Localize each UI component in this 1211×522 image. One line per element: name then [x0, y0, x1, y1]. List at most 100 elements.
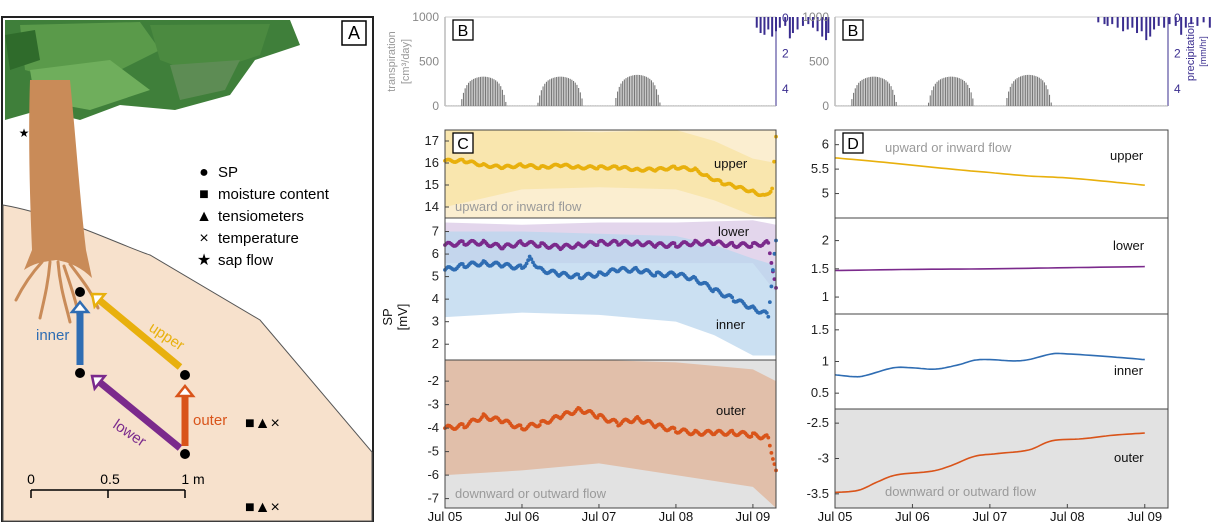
d-series-label-inner: inner	[1114, 363, 1144, 378]
panel-a-schematic: ★ ● SP ■ moisture content ▲ tensiometers × temp…	[1, 16, 374, 522]
d-y-tick-label: 1.5	[811, 322, 829, 337]
c-y-tick-label: -4	[427, 420, 439, 435]
b-right-tick-label: 2	[782, 47, 789, 61]
panel-a-legend: ● SP ■ moisture content ▲ tensiometers × temper…	[196, 164, 330, 269]
inner-series-line	[834, 352, 1145, 378]
panel-c-label: C	[457, 136, 469, 153]
legend-label-4: sap flow	[218, 252, 273, 269]
lower-data-point	[537, 244, 542, 248]
b-left-tick-label: 500	[419, 55, 439, 69]
d-y-tick-label: 5.5	[811, 161, 829, 176]
d-y-tick-label: 2	[822, 233, 829, 248]
c-subplot-frame	[444, 359, 777, 509]
b-left-tick-label: 1000	[802, 10, 829, 24]
c-y-tick-label: -7	[427, 491, 439, 506]
outer-data-point	[537, 423, 542, 427]
sp-electrode-1	[75, 287, 85, 297]
sp-electrode-3	[180, 370, 190, 380]
tree-trunk	[24, 80, 92, 278]
c-y-tick-label: -3	[427, 397, 439, 412]
b-left-axis-label-2: [cm³/day]	[400, 39, 412, 84]
b-right-tick-label: 2	[1174, 47, 1181, 61]
c-y-tick-label: 16	[425, 155, 439, 170]
d-subplot-bg	[835, 409, 1168, 508]
d-flow-annotation: downward or outward flow	[885, 484, 1037, 499]
c-ylabel-2: [mV]	[395, 304, 410, 331]
c-y-tick-label: 7	[432, 224, 439, 239]
sp-electrode-4	[180, 449, 190, 459]
outer-data-point	[749, 434, 754, 439]
d-subplot-bg	[835, 218, 1168, 314]
b-right-tick-label: 4	[782, 82, 789, 96]
inner-data-point	[764, 310, 769, 315]
circle-icon: ●	[199, 164, 209, 181]
inner-data-point	[767, 300, 772, 305]
d-x-tick-label: Jul 07	[973, 509, 1008, 522]
tree-canopy	[5, 20, 300, 120]
star-icon: ★	[197, 252, 211, 269]
c-x-tick-label: Jul 07	[582, 509, 617, 522]
d-y-tick-label: -3	[817, 451, 829, 466]
b-left-tick-label: 0	[822, 99, 829, 113]
c-y-tick-label: 2	[432, 336, 439, 351]
c-y-tick-label: 3	[432, 314, 439, 329]
d-y-tick-label: 1.5	[811, 261, 829, 276]
panel-d: 5 5.5 6 upward or inward flow 1 1.5 2 0.5 1 1.5 -3…	[807, 129, 1169, 522]
upper-data-point	[770, 186, 775, 191]
lower-data-point	[749, 244, 754, 249]
upper-arrow-shaft	[97, 297, 183, 370]
b-right-axis-label-2: [mm/hr]	[1198, 36, 1208, 67]
c-flow-annotation: upward or inward flow	[455, 199, 582, 214]
chart-panels: 05001000024transpiration[cm³/day]B050010…	[380, 10, 1211, 522]
c-x-tick-label: Jul 08	[659, 509, 694, 522]
d-subplot-bg	[835, 314, 1168, 409]
lower-data-point	[766, 240, 771, 245]
c-y-tick-label: 17	[425, 133, 439, 148]
d-y-tick-label: 1	[822, 354, 829, 369]
panel-b-label: B	[458, 23, 469, 40]
inner-data-point	[769, 284, 774, 289]
sensor-symbols-bottom: ■▲×	[245, 499, 280, 516]
inner-data-point	[771, 268, 775, 272]
panel-c: 14 15 16 17 upward or inward flow 2 3 4 5 6 7 -7 -6 -…	[380, 129, 778, 522]
b-left-axis-label-1: transpiration	[386, 31, 398, 92]
outer-data-point	[769, 450, 774, 455]
inner-data-point	[766, 314, 771, 319]
c-y-tick-label: -2	[427, 373, 439, 388]
c-y-tick-label: 5	[432, 269, 439, 284]
panel-b-left: 0 500 1000 0 2 4 transpiration[cm³/day] B	[386, 10, 830, 113]
lower-data-point	[672, 241, 677, 246]
upper-uncertainty-band	[445, 130, 776, 218]
inner-data-point	[518, 263, 523, 268]
outer-data-point	[518, 423, 523, 428]
d-y-tick-label: 6	[822, 137, 829, 152]
b-right-axis-label-1: precipitation	[1185, 22, 1197, 81]
c-flow-annotation: downward or outward flow	[455, 486, 607, 501]
c-series-label-upper: upper	[714, 156, 748, 171]
c-y-tick-label: 6	[432, 246, 439, 261]
sensor-symbols-top: ■▲×	[245, 415, 280, 432]
b-left-tick-label: 1000	[412, 10, 439, 24]
flow-label-inner: inner	[36, 327, 69, 344]
outer-data-point	[460, 422, 465, 427]
legend-label-3: temperature	[218, 230, 299, 247]
c-series-label-outer: outer	[716, 403, 746, 418]
panel-a-label: A	[348, 23, 360, 43]
sap-flow-star-icon: ★	[19, 126, 30, 140]
d-series-label-upper: upper	[1110, 148, 1144, 163]
b-right-tick-label: 0	[1174, 11, 1181, 25]
panel-d-label-box	[842, 132, 864, 154]
c-y-tick-label: -5	[427, 444, 439, 459]
b-right-tick-label: 4	[1174, 82, 1181, 96]
inner-data-point	[653, 273, 658, 278]
triangle-icon: ▲	[196, 208, 212, 225]
c-series-label-inner: inner	[716, 317, 746, 332]
outer-data-point	[766, 435, 771, 440]
c-y-tick-label: -6	[427, 467, 439, 482]
lower-data-point	[595, 243, 600, 247]
panel-d-label: D	[847, 136, 859, 153]
flow-label-outer: outer	[193, 412, 227, 429]
d-y-tick-label: 5	[822, 186, 829, 201]
lower-data-point	[772, 277, 777, 282]
